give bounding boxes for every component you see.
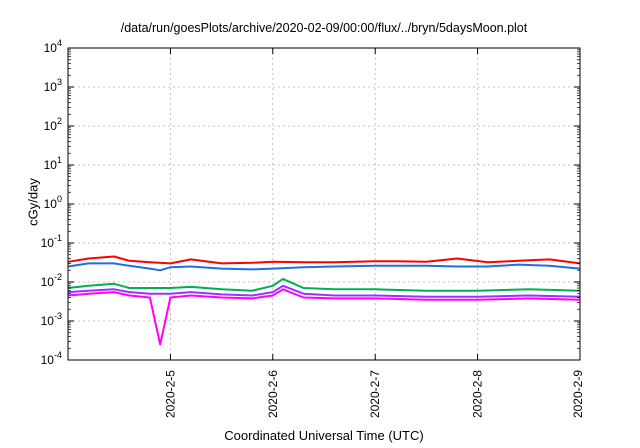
x-tick-label: 2020-2-6 bbox=[266, 370, 280, 418]
x-tick-label: 2020-2-8 bbox=[471, 370, 485, 418]
y-tick-label: 10-4 bbox=[41, 350, 62, 367]
series-line-3 bbox=[67, 277, 581, 292]
y-ticks: 10-4 10-3 10-2 10-1 100 101 102 103 104 bbox=[41, 38, 580, 367]
y-tick-label: 10-1 bbox=[41, 233, 62, 250]
series-line-4 bbox=[67, 284, 581, 298]
grid bbox=[68, 48, 580, 360]
x-tick-label: 2020-2-9 bbox=[571, 370, 585, 418]
y-tick-label: 104 bbox=[44, 38, 62, 55]
x-tick-label: 2020-2-7 bbox=[368, 370, 382, 418]
series-line-1 bbox=[67, 255, 581, 265]
y-tick-label: 10-3 bbox=[41, 311, 62, 328]
chart-title: /data/run/goesPlots/archive/2020-02-09/0… bbox=[120, 21, 528, 35]
series-line-2 bbox=[67, 262, 581, 272]
y-tick-label: 103 bbox=[44, 77, 62, 94]
y-tick-label: 102 bbox=[44, 116, 62, 133]
x-ticks: 2020-2-5 2020-2-6 2020-2-7 2020-2-8 2020-2-9 bbox=[163, 48, 585, 418]
y-tick-label: 100 bbox=[44, 194, 62, 211]
series-group bbox=[67, 255, 581, 346]
y-tick-label: 101 bbox=[44, 155, 62, 172]
x-tick-label: 2020-2-5 bbox=[163, 370, 177, 418]
y-tick-label: 10-2 bbox=[41, 272, 62, 289]
x-axis-label: Coordinated Universal Time (UTC) bbox=[224, 428, 424, 443]
series-line-5 bbox=[67, 288, 581, 346]
